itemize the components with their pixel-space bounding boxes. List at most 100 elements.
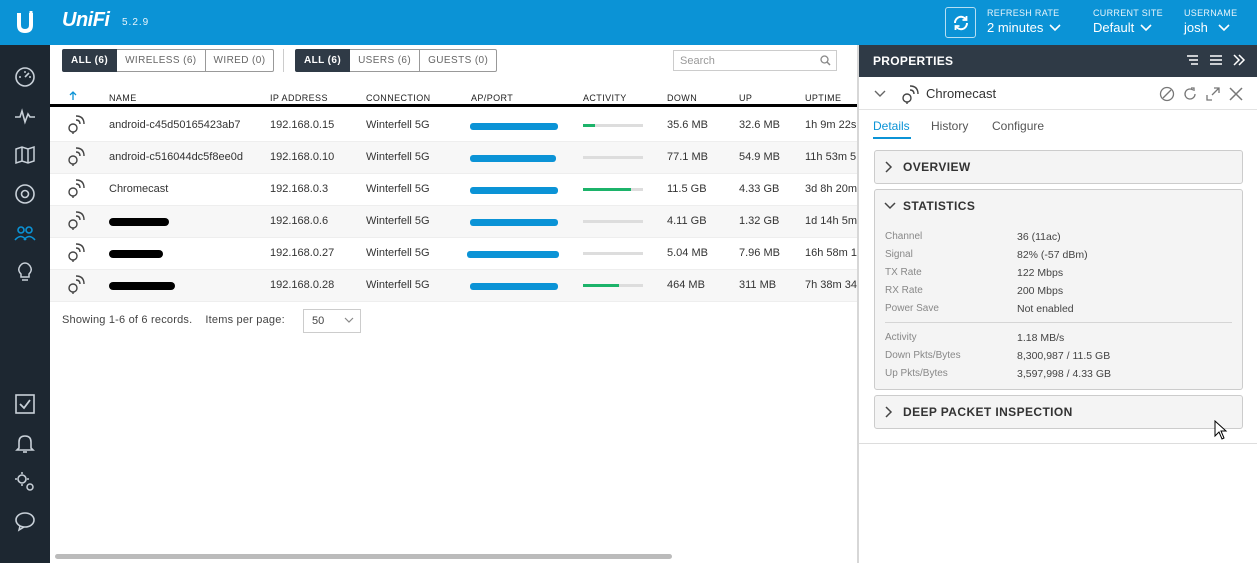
wireless-client-icon [65, 275, 85, 298]
wireless-client-icon [65, 147, 85, 170]
client-down: 77.1 MB [667, 151, 708, 163]
statistics-icon[interactable] [13, 104, 37, 128]
search-icon [820, 55, 831, 66]
filter-guests[interactable]: GUESTS (0) [420, 49, 498, 72]
wireless-client-icon [65, 115, 85, 138]
client-connection: Winterfell 5G [366, 279, 430, 291]
table-row[interactable]: Chromecast 192.168.0.3 Winterfell 5G 11.… [50, 174, 857, 206]
filter-all-users[interactable]: ALL (6) [295, 49, 351, 72]
activity-fill [583, 284, 619, 287]
sort-arrow-icon[interactable] [69, 91, 77, 101]
client-connection: Winterfell 5G [366, 247, 430, 259]
client-name[interactable]: android-c516044dc5f8ee0d [109, 151, 243, 163]
expand-icon[interactable] [1205, 86, 1221, 102]
client-connection: Winterfell 5G [366, 215, 430, 227]
tab-details[interactable]: Details [873, 119, 910, 133]
left-nav [0, 45, 50, 563]
clients-list-area: ALL (6) WIRELESS (6) WIRED (0) ALL (6) U… [50, 45, 857, 563]
mouse-cursor-icon [1214, 420, 1228, 440]
filter-all[interactable]: ALL (6) [62, 49, 118, 72]
stat-label: RX Rate [885, 285, 923, 296]
close-icon[interactable] [1228, 86, 1244, 102]
username-menu[interactable]: USERNAME josh [1184, 8, 1237, 35]
client-up: 54.9 MB [739, 151, 780, 163]
tab-history[interactable]: History [931, 119, 969, 133]
wireless-client-icon [902, 85, 919, 104]
ubiquiti-logo-icon[interactable] [0, 0, 50, 45]
client-up: 4.33 GB [739, 183, 780, 195]
stat-value: 36 (11ac) [1017, 231, 1061, 243]
events-icon[interactable] [13, 392, 37, 416]
insights-icon[interactable] [13, 260, 37, 284]
tab-configure[interactable]: Configure [992, 119, 1045, 133]
wireless-client-icon [65, 211, 85, 234]
client-uptime: 3d 8h 20m [805, 183, 857, 195]
activity-fill [583, 188, 631, 191]
support-icon[interactable] [13, 509, 37, 533]
column-header-ap-port[interactable]: AP/PORT [471, 93, 514, 103]
client-ip: 192.168.0.6 [270, 215, 329, 227]
client-up: 1.32 GB [739, 215, 780, 227]
client-ip: 192.168.0.15 [270, 119, 335, 131]
client-name[interactable]: android-c45d50165423ab7 [109, 119, 241, 131]
client-up: 7.96 MB [739, 247, 780, 259]
table-row[interactable]: 192.168.0.28 Winterfell 5G 464 MB 311 MB… [50, 270, 857, 302]
redacted-ap-port [470, 155, 556, 162]
column-header-ip[interactable]: IP ADDRESS [270, 93, 328, 103]
table-row[interactable]: 192.168.0.6 Winterfell 5G 4.11 GB 1.32 G… [50, 206, 857, 238]
map-icon[interactable] [13, 143, 37, 167]
devices-icon[interactable] [13, 182, 37, 206]
column-header-uptime[interactable]: UPTIME [805, 93, 842, 103]
redacted-ap-port [470, 283, 558, 290]
stat-label: Down Pkts/Bytes [885, 350, 961, 361]
column-header-connection[interactable]: CONNECTION [366, 93, 431, 103]
stat-value: 1.18 MB/s [1017, 332, 1065, 344]
refresh-rate-select[interactable]: REFRESH RATE 2 minutes [987, 8, 1061, 35]
username-value: josh [1184, 20, 1208, 35]
table-row[interactable]: 192.168.0.27 Winterfell 5G 5.04 MB 7.96 … [50, 238, 857, 270]
alerts-icon[interactable] [13, 431, 37, 455]
filter-wired[interactable]: WIRED (0) [205, 49, 275, 72]
client-name[interactable]: Chromecast [109, 183, 169, 195]
chevron-down-icon [1218, 23, 1230, 31]
table-row[interactable]: android-c516044dc5f8ee0d 192.168.0.10 Wi… [50, 142, 857, 174]
clients-icon[interactable] [13, 221, 37, 245]
block-icon[interactable] [1159, 86, 1175, 102]
statistics-header[interactable]: STATISTICS [875, 190, 1242, 222]
table-header: NAME IP ADDRESS CONNECTION AP/PORT ACTIV… [50, 87, 857, 107]
client-uptime: 1d 14h 5m [805, 215, 857, 227]
chevron-down-icon[interactable] [874, 90, 886, 98]
client-down: 464 MB [667, 279, 705, 291]
active-tab-indicator [873, 137, 911, 139]
stat-label: Signal [885, 249, 913, 260]
client-rows: android-c45d50165423ab7 192.168.0.15 Win… [50, 110, 857, 302]
client-down: 4.11 GB [667, 215, 707, 227]
column-header-down[interactable]: DOWN [667, 93, 698, 103]
items-per-page-select[interactable]: 50 [303, 309, 361, 333]
column-header-name[interactable]: NAME [109, 93, 137, 103]
compact-view-icon[interactable] [1185, 53, 1199, 67]
column-header-up[interactable]: UP [739, 93, 753, 103]
dashboard-icon[interactable] [13, 65, 37, 89]
filter-wireless[interactable]: WIRELESS (6) [117, 49, 206, 72]
client-connection: Winterfell 5G [366, 183, 430, 195]
column-header-activity[interactable]: ACTIVITY [583, 93, 627, 103]
table-row[interactable]: android-c45d50165423ab7 192.168.0.15 Win… [50, 110, 857, 142]
reconnect-icon[interactable] [1182, 86, 1198, 102]
dpi-section[interactable]: DEEP PACKET INSPECTION [874, 395, 1243, 429]
current-site-select[interactable]: CURRENT SITE Default [1093, 8, 1163, 35]
refresh-button[interactable] [945, 7, 976, 38]
client-uptime: 16h 58m 1 [805, 247, 857, 259]
settings-icon[interactable] [13, 470, 37, 494]
list-view-icon[interactable] [1209, 53, 1223, 67]
chevron-right-icon [885, 161, 893, 173]
overview-section[interactable]: OVERVIEW [874, 150, 1243, 184]
stat-value: 200 Mbps [1017, 285, 1064, 297]
stat-label: Activity [885, 332, 917, 343]
collapse-panel-icon[interactable] [1232, 53, 1246, 67]
horizontal-scrollbar[interactable] [55, 554, 672, 559]
filter-divider [283, 49, 284, 72]
filter-users[interactable]: USERS (6) [350, 49, 421, 72]
client-connection: Winterfell 5G [366, 151, 430, 163]
search-input[interactable]: Search [673, 50, 837, 71]
